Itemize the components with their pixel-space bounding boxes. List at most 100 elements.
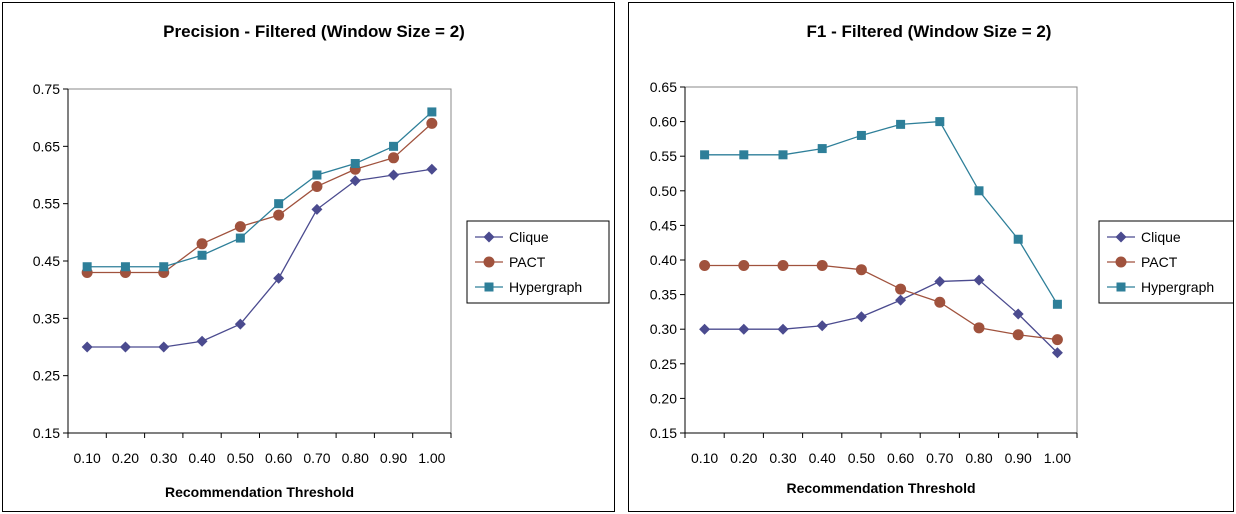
series-clique bbox=[699, 274, 1063, 359]
series-hypergraph bbox=[82, 107, 437, 272]
data-point-hypergraph bbox=[427, 107, 437, 117]
data-point-pact bbox=[388, 152, 400, 164]
legend-marker-pact bbox=[483, 256, 495, 268]
x-tick-label: 0.50 bbox=[227, 450, 254, 466]
data-point-pact bbox=[273, 209, 285, 221]
plot-area bbox=[684, 86, 1078, 434]
y-tick-label: 0.65 bbox=[650, 79, 677, 95]
x-tick-label: 0.90 bbox=[1005, 450, 1032, 466]
data-point-hypergraph bbox=[856, 130, 866, 140]
data-point-hypergraph bbox=[1013, 234, 1023, 244]
data-point-clique bbox=[777, 323, 789, 335]
series-hypergraph bbox=[700, 117, 1062, 309]
data-point-hypergraph bbox=[82, 262, 92, 272]
data-point-hypergraph bbox=[350, 159, 360, 169]
y-tick-label: 0.45 bbox=[33, 253, 60, 269]
series-pact bbox=[81, 117, 438, 278]
legend-marker-clique bbox=[483, 231, 495, 243]
data-point-pact bbox=[738, 260, 750, 272]
y-tick-label: 0.15 bbox=[650, 425, 677, 441]
x-tick-label: 0.50 bbox=[848, 450, 875, 466]
legend: Clique PACT Hypergraph bbox=[466, 220, 610, 304]
data-point-hypergraph bbox=[197, 250, 207, 260]
series-line-clique bbox=[87, 168, 432, 348]
legend-label: Hypergraph bbox=[1141, 279, 1214, 295]
x-axis-title: Recommendation Threshold bbox=[786, 480, 975, 496]
data-point-pact bbox=[816, 260, 828, 272]
x-tick-label: 0.70 bbox=[926, 450, 953, 466]
data-point-hypergraph bbox=[739, 150, 749, 160]
precision-chart-panel: Precision - Filtered (Window Size = 2) 0.… bbox=[2, 2, 615, 512]
legend-label: Hypergraph bbox=[509, 279, 582, 295]
series-line-pact bbox=[87, 122, 433, 274]
series-clique bbox=[81, 163, 438, 353]
x-tick-label: 0.20 bbox=[112, 450, 139, 466]
f1-chart: F1 - Filtered (Window Size = 2) 0.15 0.20 0… bbox=[650, 22, 1233, 496]
x-tick-label: 0.10 bbox=[691, 450, 718, 466]
data-point-pact bbox=[973, 322, 985, 334]
legend-label: Clique bbox=[509, 229, 549, 245]
legend-label: PACT bbox=[1141, 254, 1178, 270]
legend-label: PACT bbox=[509, 254, 546, 270]
y-tick-label: 0.30 bbox=[650, 321, 677, 337]
data-point-pact bbox=[855, 264, 867, 276]
data-point-hypergraph bbox=[974, 186, 984, 196]
data-point-pact bbox=[1051, 334, 1063, 346]
data-point-hypergraph bbox=[700, 150, 710, 160]
x-tick-label: 0.10 bbox=[74, 450, 101, 466]
legend: Clique PACT Hypergraph bbox=[1098, 220, 1233, 304]
data-point-clique bbox=[816, 320, 828, 332]
x-tick-label: 0.80 bbox=[342, 450, 369, 466]
data-point-pact bbox=[234, 221, 246, 233]
x-tick-label: 0.30 bbox=[769, 450, 796, 466]
data-point-clique bbox=[158, 341, 170, 353]
data-point-clique bbox=[934, 275, 946, 287]
data-point-pact bbox=[426, 117, 438, 129]
data-point-pact bbox=[311, 180, 323, 192]
chart-title: Precision - Filtered (Window Size = 2) bbox=[163, 22, 465, 41]
y-tick-label: 0.35 bbox=[33, 310, 60, 326]
x-tick-label: 0.80 bbox=[965, 450, 992, 466]
y-tick-label: 0.55 bbox=[33, 196, 60, 212]
legend-label: Clique bbox=[1141, 229, 1181, 245]
y-tick-label: 0.35 bbox=[650, 287, 677, 303]
data-point-hypergraph bbox=[120, 262, 130, 272]
x-tick-label: 0.40 bbox=[809, 450, 836, 466]
data-point-clique bbox=[738, 323, 750, 335]
legend-marker-pact bbox=[1115, 256, 1127, 268]
x-tick-label: 0.20 bbox=[730, 450, 757, 466]
chart-title: F1 - Filtered (Window Size = 2) bbox=[807, 22, 1052, 41]
x-axis-title: Recommendation Threshold bbox=[165, 484, 354, 500]
f1-chart-panel: F1 - Filtered (Window Size = 2) 0.15 0.20 0… bbox=[628, 2, 1234, 512]
data-point-pact bbox=[196, 238, 208, 250]
x-tick-label: 0.70 bbox=[303, 450, 330, 466]
data-point-hypergraph bbox=[159, 262, 169, 272]
data-point-pact bbox=[895, 283, 907, 295]
data-point-hypergraph bbox=[896, 119, 906, 129]
y-tick-label: 0.65 bbox=[33, 138, 60, 154]
series-line-hypergraph bbox=[87, 111, 433, 268]
data-point-hypergraph bbox=[235, 233, 245, 243]
legend-marker-clique bbox=[1115, 231, 1127, 243]
y-tick-label: 0.75 bbox=[33, 81, 60, 97]
x-tick-label: 0.30 bbox=[150, 450, 177, 466]
data-point-clique bbox=[973, 274, 985, 286]
data-point-clique bbox=[855, 311, 867, 323]
series-line-hypergraph bbox=[704, 120, 1058, 305]
y-tick-label: 0.45 bbox=[650, 217, 677, 233]
data-point-clique bbox=[1051, 347, 1063, 359]
x-tick-label: 0.60 bbox=[265, 450, 292, 466]
data-point-hypergraph bbox=[817, 144, 827, 154]
x-tick-label: 0.90 bbox=[380, 450, 407, 466]
y-tick-label: 0.25 bbox=[33, 368, 60, 384]
data-point-pact bbox=[1012, 329, 1024, 341]
data-point-hypergraph bbox=[312, 170, 322, 180]
series-line-clique bbox=[704, 279, 1058, 354]
data-point-clique bbox=[311, 203, 323, 215]
data-point-clique bbox=[426, 163, 438, 175]
x-tick-label: 0.40 bbox=[188, 450, 215, 466]
data-point-clique bbox=[1012, 308, 1024, 320]
y-tick-label: 0.50 bbox=[650, 183, 677, 199]
data-point-clique bbox=[234, 318, 246, 330]
data-point-hypergraph bbox=[935, 117, 945, 127]
